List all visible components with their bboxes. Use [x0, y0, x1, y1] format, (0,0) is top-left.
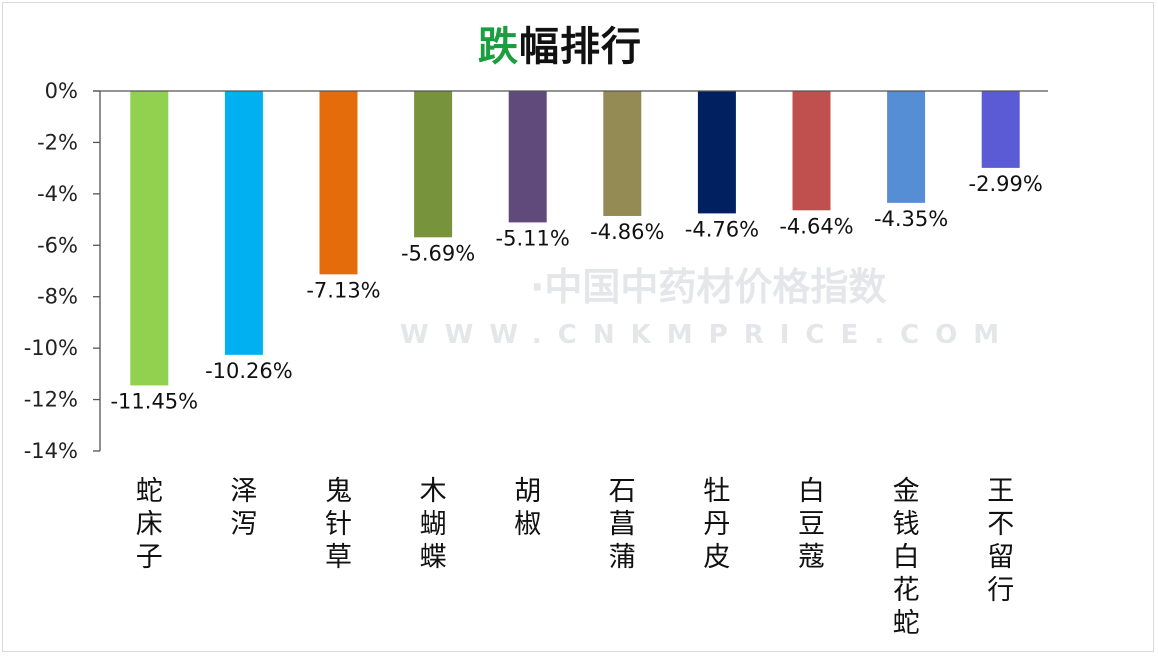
watermark: ·中国中药材价格指数 WWW.CNKMPRICE.COM [400, 265, 1015, 350]
y-tick-label: -8% [37, 285, 78, 309]
category-label-6: 蒲 [609, 542, 636, 573]
category-label-4: 木 [420, 476, 447, 507]
y-tick-label: 0% [45, 79, 78, 103]
data-label-2: -10.26% [205, 359, 293, 383]
data-label-6: -4.86% [590, 220, 664, 244]
category-label-5: 椒 [514, 509, 541, 540]
data-label-5: -5.11% [496, 226, 570, 250]
data-label-10: -2.99% [969, 172, 1043, 196]
category-label-9: 花 [893, 575, 920, 606]
bar-5 [508, 91, 547, 223]
category-label-9: 蛇 [893, 608, 920, 639]
category-label-10: 留 [987, 542, 1014, 573]
y-tick-label: -14% [24, 439, 78, 463]
data-label-7: -4.76% [685, 217, 759, 241]
data-label-1: -11.45% [110, 389, 198, 413]
category-label-1: 床 [136, 509, 163, 540]
bar-2 [224, 91, 263, 355]
y-tick-label: -4% [37, 182, 78, 206]
chart-title-part-0: 跌 [478, 24, 519, 70]
category-label-3: 鬼 [325, 476, 352, 507]
data-label-4: -5.69% [401, 241, 475, 265]
bar-8 [792, 91, 831, 211]
y-tick-label: -10% [24, 336, 78, 360]
category-label-6: 菖 [609, 509, 636, 540]
bar-10 [981, 91, 1020, 168]
chart-title: 跌幅排行 [0, 14, 1120, 72]
category-label-2: 泽 [230, 476, 257, 507]
category-label-8: 白 [798, 476, 825, 507]
bar-6 [603, 91, 642, 216]
category-label-7: 丹 [703, 509, 730, 540]
category-label-5: 胡 [514, 476, 541, 507]
category-label-9: 金 [893, 476, 920, 507]
data-labels-group: -11.45% -10.26% -7.13% -5.69% -5.11% -4.86% -4… [110, 172, 1042, 414]
category-label-8: 豆 [798, 509, 825, 540]
category-label-1: 子 [136, 542, 163, 573]
y-tick-label: -12% [24, 388, 78, 412]
category-label-2: 泻 [230, 509, 257, 540]
axes-group: 0% -2% -4% -6% -8% -10% -12% -14% [24, 79, 1048, 463]
bar-9 [887, 91, 926, 203]
bar-1 [130, 91, 169, 386]
y-tick-label: -6% [37, 233, 78, 257]
category-label-3: 草 [325, 542, 352, 573]
category-label-1: 蛇 [136, 476, 163, 507]
chart-title-part-1: 幅排行 [519, 24, 642, 70]
category-label-10: 王 [987, 476, 1014, 507]
data-label-8: -4.64% [779, 214, 853, 238]
bars-group [130, 91, 1020, 386]
bar-4 [414, 91, 453, 238]
bar-3 [319, 91, 358, 275]
y-tick-label: -2% [37, 130, 78, 154]
category-label-7: 皮 [703, 542, 730, 573]
category-label-9: 钱 [893, 509, 920, 540]
data-label-3: -7.13% [306, 278, 380, 302]
category-label-10: 不 [987, 509, 1014, 540]
category-label-8: 蔻 [798, 542, 825, 573]
category-label-6: 石 [609, 476, 636, 507]
watermark-text-1: ·中国中药材价格指数 [530, 265, 886, 309]
category-label-10: 行 [987, 575, 1014, 606]
watermark-text-2: WWW.CNKMPRICE.COM [400, 320, 1015, 350]
data-label-9: -4.35% [874, 207, 948, 231]
category-label-7: 牡 [703, 476, 730, 507]
category-label-9: 白 [893, 542, 920, 573]
bar-7 [697, 91, 736, 214]
category-label-4: 蝶 [420, 542, 447, 573]
category-label-4: 蝴 [420, 509, 447, 540]
category-label-3: 针 [325, 509, 352, 540]
